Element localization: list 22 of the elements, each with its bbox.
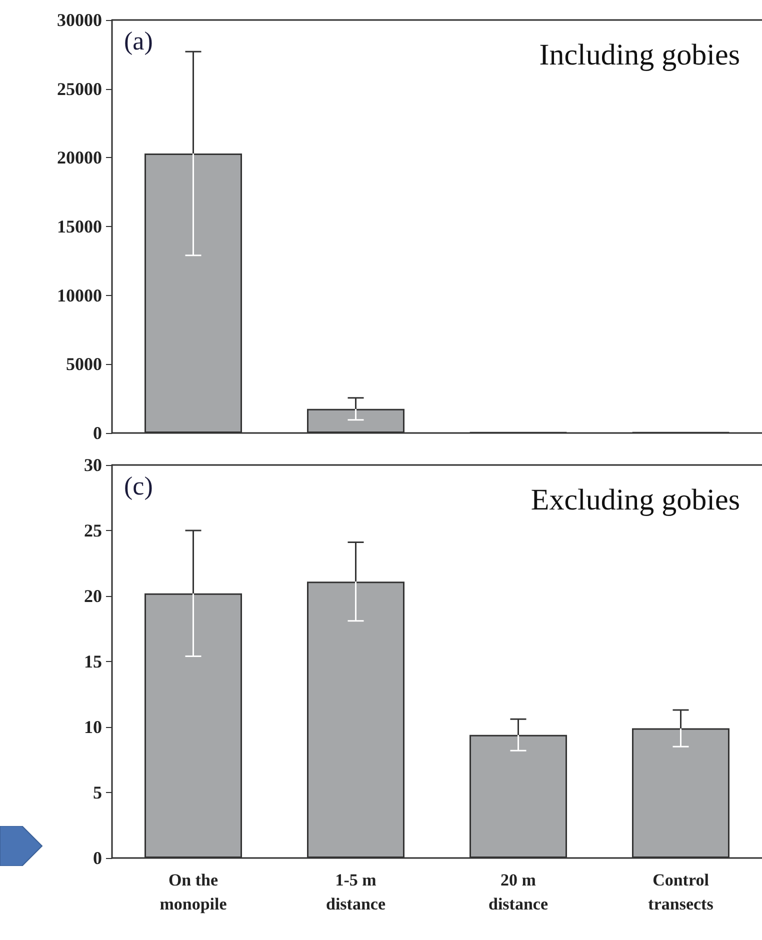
y-tick-label: 15: [84, 652, 102, 672]
y-tick-label: 30000: [57, 10, 102, 30]
annotation: (a): [124, 26, 153, 56]
annotation: Excluding gobies: [530, 484, 740, 516]
y-tick-label: 10000: [57, 285, 102, 306]
y-tick-label: 5: [93, 782, 102, 802]
y-tick-label: 15000: [57, 216, 102, 236]
y-tick-label: 20000: [57, 148, 102, 168]
annotation: Including gobies: [539, 38, 740, 72]
x-tick-label: On the monopile: [160, 870, 228, 914]
y-tick-label: 10: [84, 717, 102, 737]
y-tick-label: 20: [84, 586, 102, 606]
y-tick-label: 5000: [66, 354, 102, 374]
x-tick-label: Control transects: [648, 870, 714, 914]
annotation: (c): [124, 472, 153, 500]
x-tick-label: 20 m distance: [488, 870, 548, 914]
y-tick-label: 30: [84, 455, 102, 475]
y-tick-label: 25: [84, 520, 102, 540]
y-tick-label: 0: [93, 423, 102, 443]
x-tick-label: 1-5 m distance: [326, 870, 386, 914]
y-tick-label: 25000: [57, 78, 102, 99]
y-tick-label: 0: [93, 848, 102, 868]
